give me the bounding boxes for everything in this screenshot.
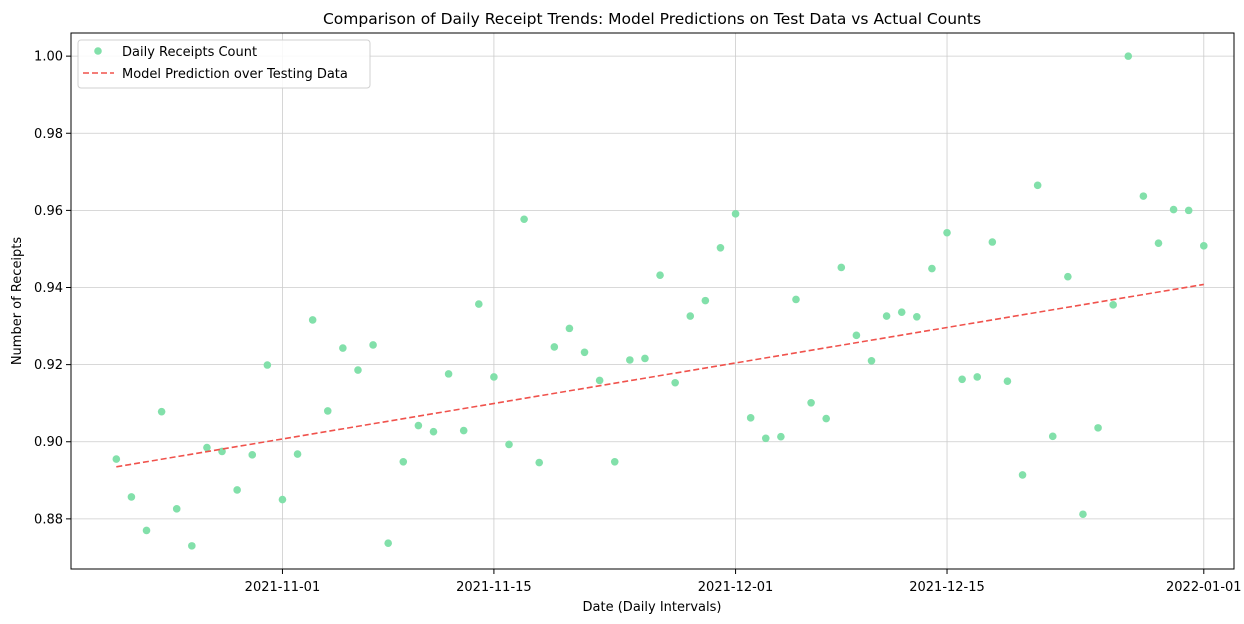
data-point <box>520 215 528 224</box>
chart-title: Comparison of Daily Receipt Trends: Mode… <box>323 10 981 28</box>
data-point <box>746 414 755 422</box>
y-axis: 0.88 0.90 0.92 0.94 0.96 0.98 1.00 <box>34 50 71 527</box>
data-point <box>565 324 574 333</box>
x-tick-label: 2021-12-01 <box>698 580 774 595</box>
data-point <box>761 434 770 443</box>
x-tick-label: 2021-12-15 <box>909 580 985 595</box>
data-point <box>248 451 257 459</box>
legend-scatter-marker <box>94 47 102 55</box>
y-axis-label: Number of Receipts <box>10 237 25 366</box>
data-point <box>897 308 906 316</box>
data-point <box>278 495 287 504</box>
data-point <box>1018 471 1027 479</box>
y-tick-label: 0.94 <box>34 281 63 296</box>
data-point <box>459 426 468 435</box>
x-axis-label: Date (Daily Intervals) <box>583 600 722 615</box>
y-tick-label: 0.98 <box>34 127 63 142</box>
legend-label-line: Model Prediction over Testing Data <box>122 67 348 82</box>
data-point <box>731 210 740 218</box>
data-point <box>1154 239 1163 247</box>
x-tick-label: 2022-01-01 <box>1166 580 1242 595</box>
data-point <box>943 228 951 237</box>
data-point <box>1079 510 1087 519</box>
data-point <box>1139 192 1148 200</box>
data-point <box>867 356 876 365</box>
data-point <box>1033 181 1042 190</box>
data-point <box>429 427 438 436</box>
data-point <box>716 243 725 252</box>
x-tick-label: 2021-11-15 <box>456 580 532 595</box>
data-point <box>157 407 166 416</box>
data-point <box>444 370 453 378</box>
data-point <box>686 312 695 320</box>
legend: Daily Receipts Count Model Prediction ov… <box>77 39 371 89</box>
data-point <box>323 407 332 415</box>
data-point <box>1003 377 1012 386</box>
data-point <box>656 271 664 279</box>
data-point <box>203 443 211 452</box>
data-point <box>928 264 936 273</box>
y-tick-label: 0.96 <box>34 204 63 219</box>
data-point <box>490 373 498 381</box>
y-tick-label: 0.90 <box>34 435 63 450</box>
data-point <box>837 263 846 272</box>
data-point <box>777 432 785 441</box>
y-tick-label: 0.92 <box>34 358 63 373</box>
data-point <box>475 300 483 308</box>
data-point <box>701 296 710 305</box>
data-point <box>580 348 589 357</box>
data-point <box>172 505 181 513</box>
data-point <box>188 542 196 550</box>
data-point <box>913 313 921 321</box>
data-point <box>1109 301 1117 309</box>
data-point <box>1199 242 1208 250</box>
data-point <box>807 399 815 407</box>
data-point <box>852 331 861 340</box>
data-point <box>142 526 151 535</box>
data-point <box>127 493 136 501</box>
data-point <box>399 458 408 466</box>
data-point <box>369 341 377 349</box>
data-point <box>1094 424 1102 432</box>
data-point <box>882 312 891 320</box>
data-point <box>671 378 679 387</box>
data-point <box>822 414 830 423</box>
x-tick-label: 2021-11-01 <box>245 580 321 595</box>
data-point <box>973 373 982 381</box>
data-point <box>1169 205 1178 214</box>
data-point <box>792 295 800 304</box>
data-point <box>112 455 121 463</box>
x-axis: 2021-11-01 2021-11-15 2021-12-01 2021-12-15… <box>245 569 1242 595</box>
legend-label-scatter: Daily Receipts Count <box>122 45 257 60</box>
data-point <box>595 376 604 385</box>
data-point <box>1064 272 1072 281</box>
data-point <box>1184 206 1193 215</box>
plot-frame <box>70 32 1235 570</box>
data-point <box>505 440 513 449</box>
data-point <box>626 356 634 364</box>
data-point <box>308 316 317 324</box>
y-tick-label: 1.00 <box>34 50 63 65</box>
data-point <box>1048 432 1057 441</box>
data-point <box>1124 52 1133 60</box>
data-point <box>354 366 362 374</box>
data-point <box>293 450 302 458</box>
plot-area <box>112 52 1208 550</box>
data-point <box>610 458 619 466</box>
data-point <box>263 361 272 369</box>
data-point <box>958 375 966 384</box>
y-tick-label: 0.88 <box>34 512 63 527</box>
data-point <box>339 344 347 352</box>
data-point <box>384 539 392 547</box>
data-point <box>550 343 559 351</box>
data-point <box>641 354 649 363</box>
legend-box <box>77 39 371 89</box>
data-point <box>414 421 423 430</box>
prediction-line <box>116 283 1204 468</box>
data-point <box>988 238 997 246</box>
data-point <box>233 486 241 494</box>
data-point <box>535 458 544 467</box>
